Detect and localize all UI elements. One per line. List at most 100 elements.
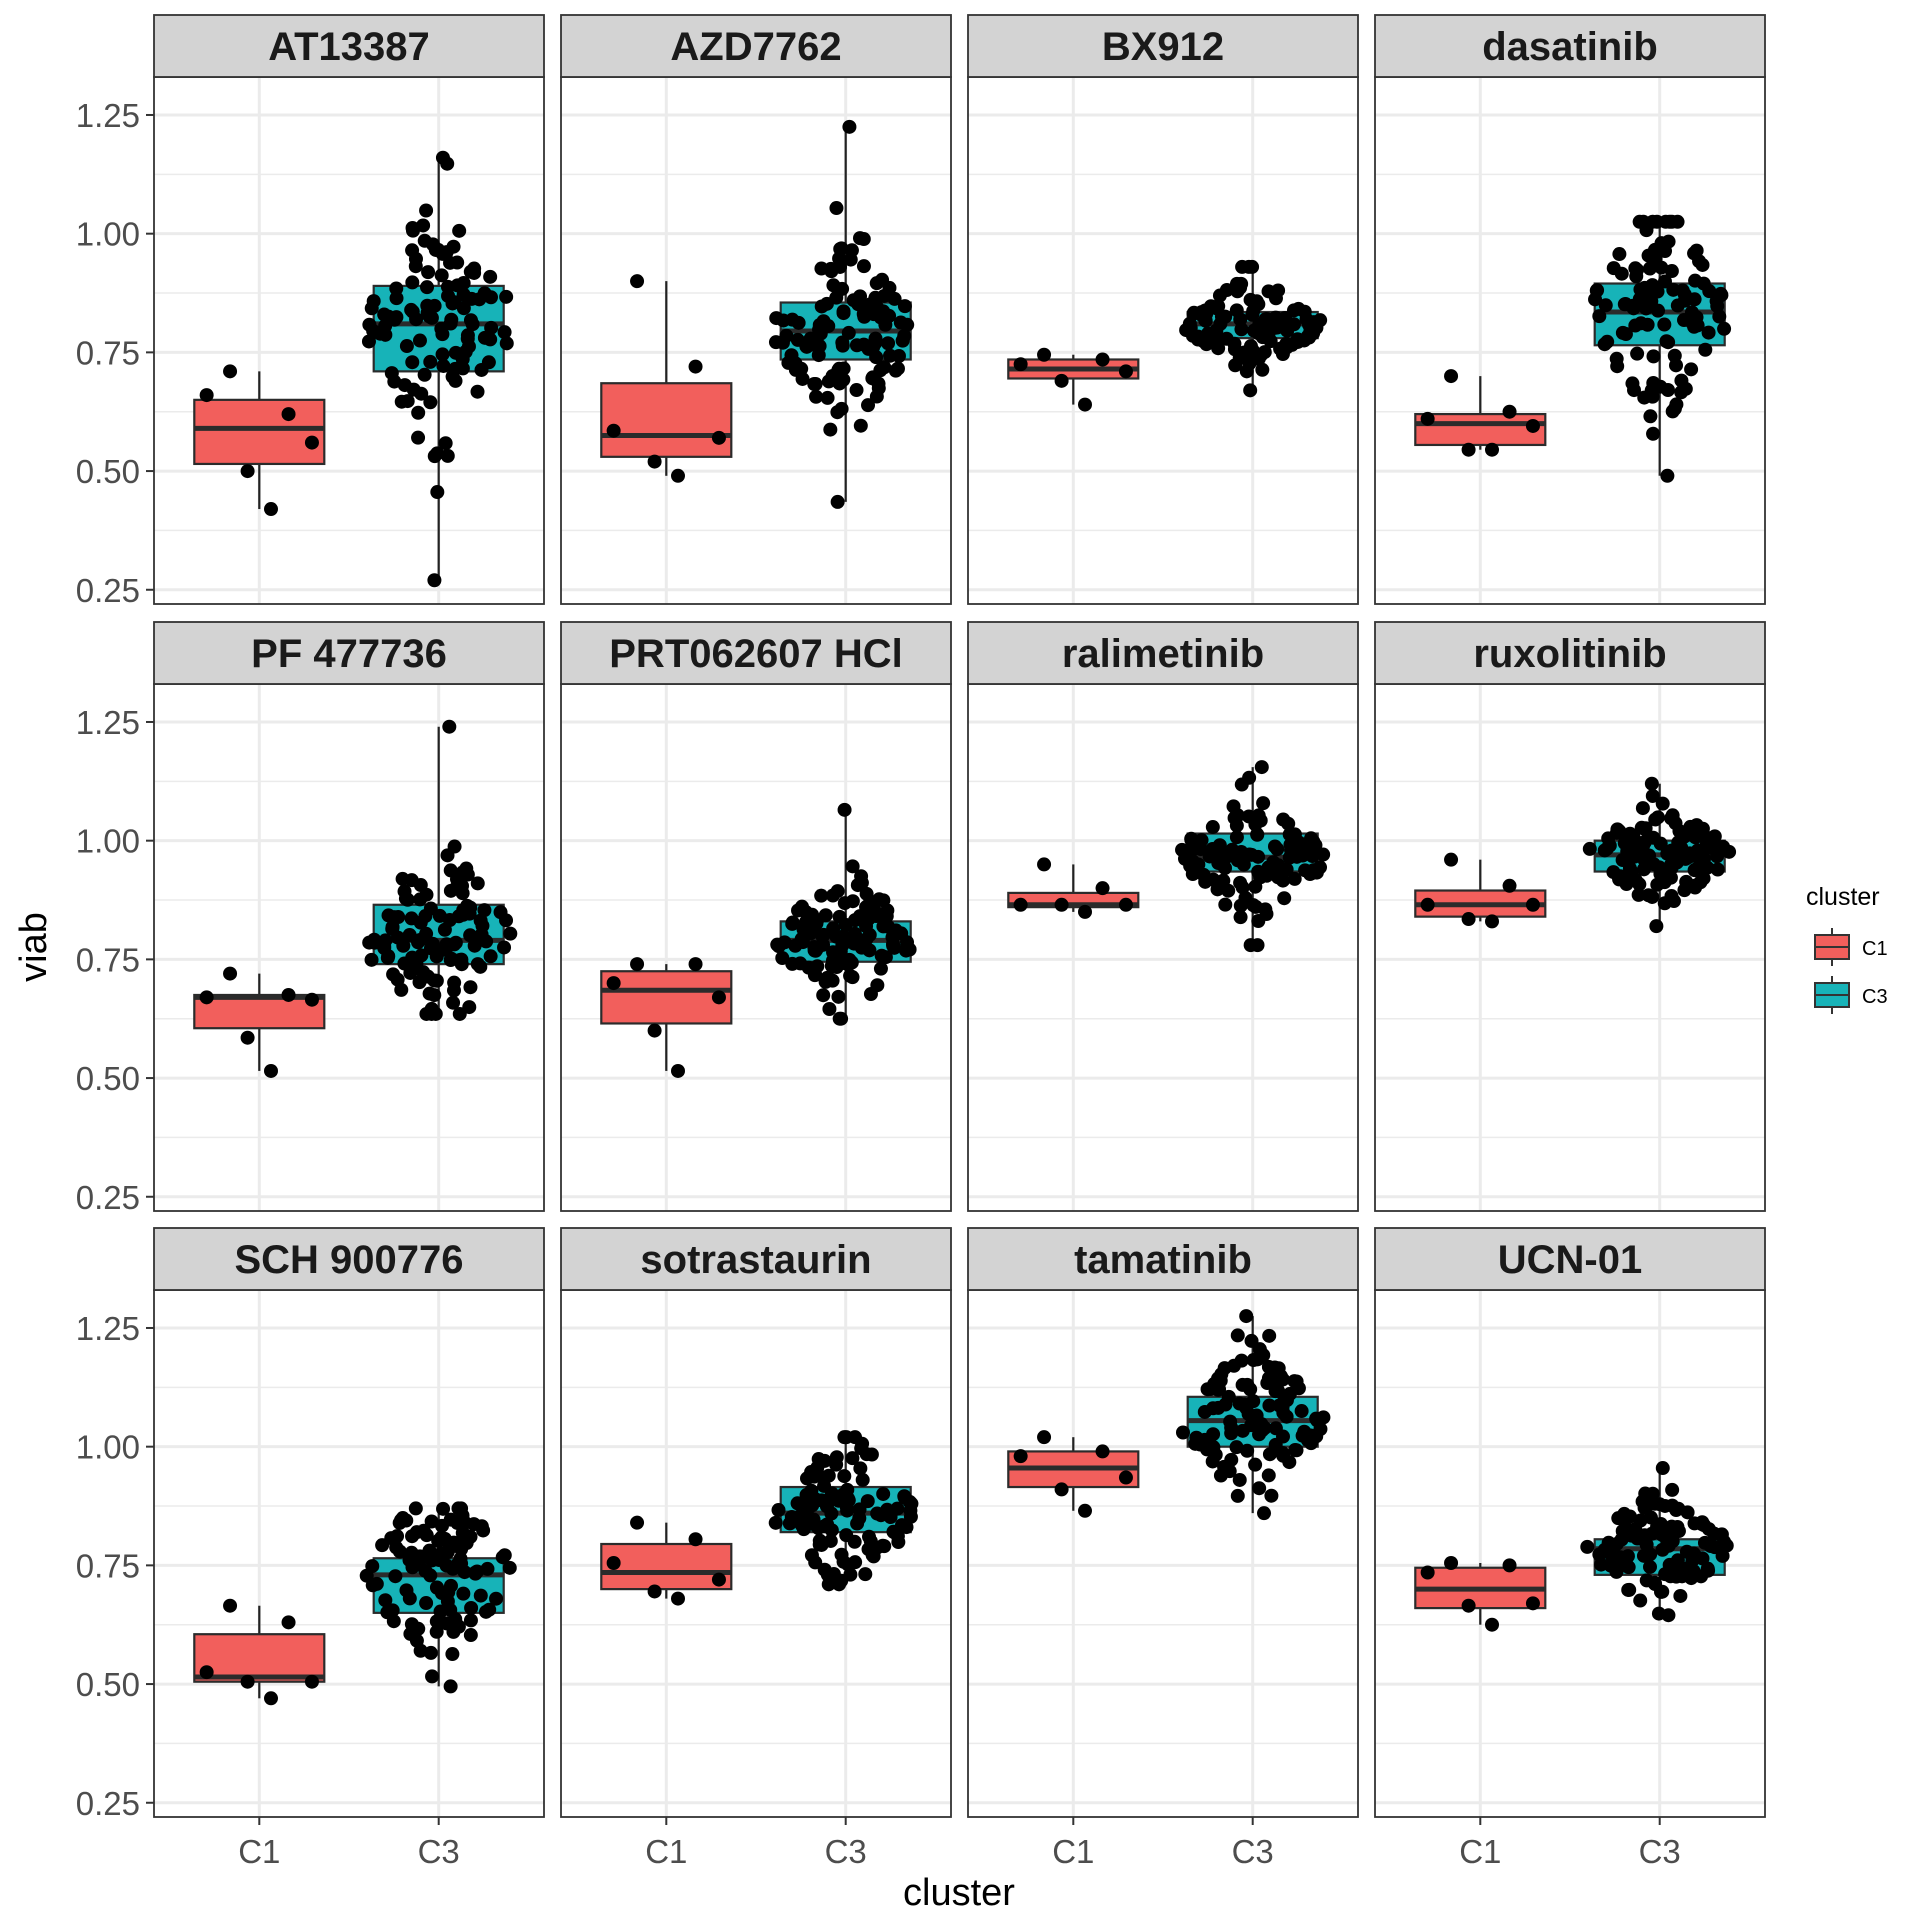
data-point	[876, 919, 891, 934]
data-point	[429, 1624, 444, 1639]
data-point	[435, 347, 450, 362]
data-point	[824, 1523, 839, 1538]
data-point	[264, 1063, 278, 1078]
boxplot-c1	[1007, 857, 1140, 919]
data-point	[1261, 284, 1276, 299]
data-point	[825, 973, 840, 988]
data-point	[1642, 261, 1657, 276]
data-point	[1703, 840, 1718, 855]
data-point	[435, 327, 450, 342]
y-tick-label: 1.25	[76, 1310, 140, 1347]
data-point	[1212, 288, 1227, 303]
data-point	[825, 888, 840, 903]
data-point	[808, 377, 823, 392]
data-point	[1289, 849, 1304, 864]
data-point	[404, 873, 419, 888]
data-point	[1657, 274, 1672, 289]
data-point	[423, 395, 438, 410]
data-point	[450, 278, 465, 293]
data-point	[1717, 321, 1732, 336]
data-point	[1665, 1482, 1680, 1497]
data-point	[822, 1001, 837, 1016]
data-point	[882, 280, 897, 295]
data-point	[1420, 897, 1435, 912]
data-point	[1525, 897, 1540, 912]
data-point	[1660, 846, 1675, 861]
data-point	[1651, 303, 1666, 318]
data-point	[1614, 266, 1629, 281]
data-point	[1669, 358, 1684, 373]
data-point	[1261, 1359, 1276, 1374]
boxplot-c3	[361, 150, 514, 588]
data-point	[842, 119, 857, 134]
x-tick-label: C1	[1052, 1833, 1094, 1870]
data-point	[1254, 760, 1269, 775]
x-tick-label: C3	[1232, 1833, 1274, 1870]
data-point	[1646, 830, 1661, 845]
data-point	[456, 1586, 471, 1601]
data-point	[1252, 1427, 1267, 1442]
y-tick-label: 0.25	[76, 572, 140, 609]
data-point	[1637, 1500, 1652, 1515]
data-point	[869, 350, 884, 365]
boxplot-c3	[1175, 760, 1331, 953]
data-point	[785, 916, 800, 931]
data-point	[1713, 286, 1728, 301]
facet-strip-label: BX912	[1102, 25, 1224, 69]
data-point	[833, 241, 848, 256]
data-point	[1636, 862, 1651, 877]
data-point	[864, 1447, 879, 1462]
data-point	[847, 1534, 862, 1549]
data-point	[815, 929, 830, 944]
data-point	[1243, 383, 1258, 398]
data-point	[447, 839, 462, 854]
data-point	[281, 407, 296, 422]
data-point	[1245, 343, 1260, 358]
facet-strip-label: tamatinib	[1074, 1238, 1252, 1282]
data-point	[1213, 316, 1228, 331]
boxplot-c1	[193, 966, 326, 1078]
data-point	[1525, 1596, 1540, 1611]
data-point	[1233, 898, 1248, 913]
data-point	[1644, 776, 1659, 791]
data-point	[1688, 1549, 1703, 1564]
data-point	[1673, 1588, 1688, 1603]
data-point	[387, 312, 402, 327]
data-point	[1037, 1430, 1052, 1445]
facet-strip-label: PRT062607 HCl	[609, 632, 902, 676]
panel-background	[968, 684, 1358, 1211]
data-point	[1297, 333, 1312, 348]
facet-strip	[967, 621, 1359, 685]
data-point	[1287, 871, 1302, 886]
data-point	[790, 332, 805, 347]
data-point	[497, 1548, 512, 1563]
data-point	[861, 911, 876, 926]
data-point	[438, 436, 453, 451]
data-point	[1013, 357, 1028, 372]
data-point	[399, 1583, 414, 1598]
legend-entry-c3: C3	[1814, 976, 1888, 1014]
panel-background	[1375, 684, 1765, 1211]
data-point	[1095, 881, 1110, 896]
data-point	[839, 1499, 854, 1514]
data-point	[1234, 1353, 1249, 1368]
data-point	[1600, 334, 1615, 349]
facet-panel: AZD7762	[560, 14, 952, 605]
data-point	[1037, 857, 1052, 872]
y-axes: 0.25 0.50 0.75 1.00 1.25 0.25 0.50 0.75 1.00 1.25…	[76, 97, 154, 1822]
data-point	[1221, 1389, 1236, 1404]
data-point	[1649, 919, 1664, 934]
data-point	[647, 454, 662, 469]
data-point	[460, 867, 475, 882]
data-point	[359, 1568, 374, 1583]
data-point	[711, 430, 726, 445]
data-point	[876, 893, 891, 908]
data-point	[823, 422, 838, 437]
data-point	[1303, 1428, 1318, 1443]
data-point	[1722, 844, 1737, 859]
panel-background	[968, 1290, 1358, 1817]
data-point	[240, 1030, 255, 1045]
data-point	[795, 935, 810, 950]
data-point	[1229, 830, 1244, 845]
facet-strip-label: SCH 900776	[234, 1238, 463, 1282]
